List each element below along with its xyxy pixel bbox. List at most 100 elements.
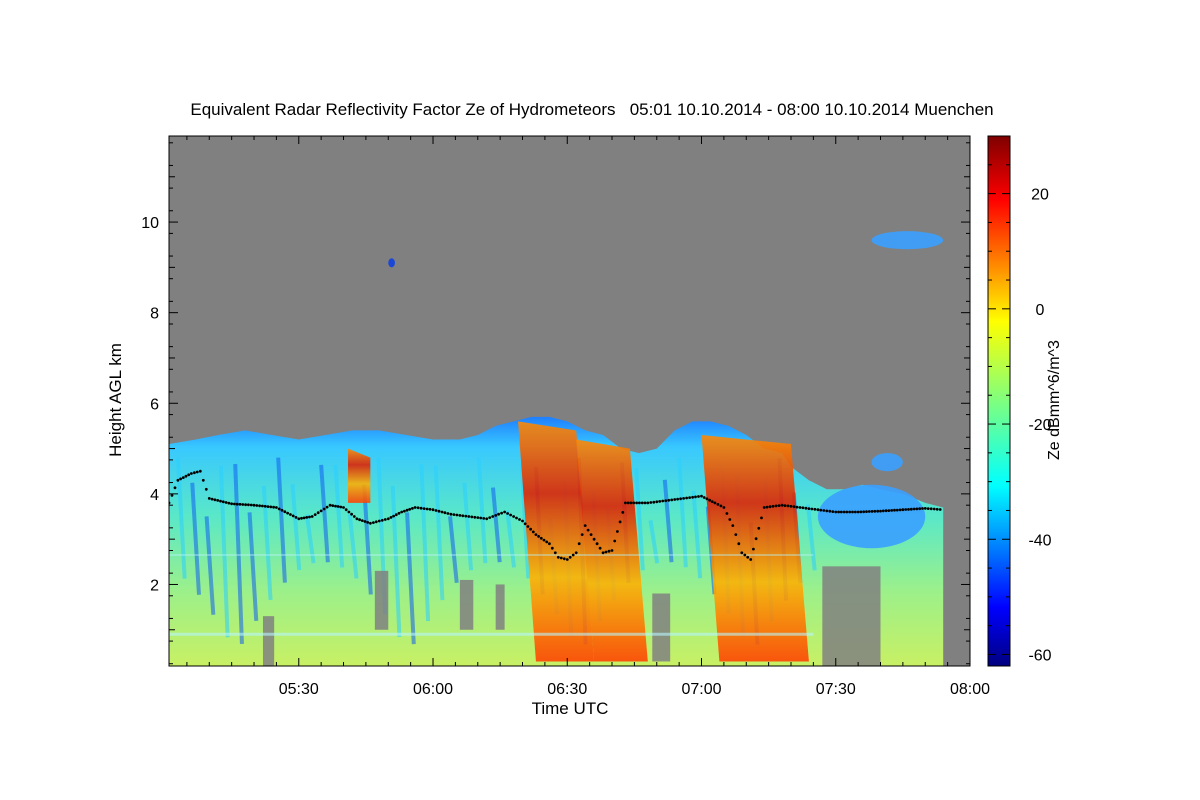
melting-layer-point [867, 510, 871, 513]
melting-layer-point [497, 512, 500, 516]
melting-layer-point [682, 497, 685, 500]
melting-layer-point [839, 510, 843, 514]
melting-layer-point [890, 509, 894, 512]
mid-patch [871, 453, 903, 472]
fall-streak [405, 512, 416, 645]
fall-streak [290, 484, 302, 571]
y-axis: 2 4 6 8 10 [141, 142, 970, 665]
melting-layer-point [261, 504, 264, 508]
melting-layer-point [464, 514, 468, 518]
shaft-2 [518, 421, 595, 662]
melting-layer-point [394, 513, 398, 517]
melting-layer-point [822, 509, 826, 512]
fall-streak [190, 482, 201, 595]
melting-layer-point [258, 504, 261, 508]
melting-layer-point [521, 519, 524, 523]
fall-streak [233, 463, 244, 644]
melting-layer-point [470, 515, 474, 519]
melting-layer-point [865, 510, 868, 513]
echo-gap [262, 616, 275, 666]
melting-layer-point [731, 524, 735, 527]
melting-layer-point [355, 517, 359, 521]
melting-layer-point [244, 503, 248, 507]
melting-layer-point [336, 505, 340, 508]
melting-layer-point [616, 530, 619, 533]
melting-layer-point [589, 533, 593, 536]
melting-layer-point [898, 508, 902, 512]
melting-layer-point [238, 502, 242, 506]
melting-layer-point [649, 501, 653, 504]
melting-layer-point [884, 509, 888, 513]
melting-layer-point [915, 507, 919, 511]
x-tick-label: 06:30 [547, 681, 587, 698]
plot-frame [168, 135, 971, 667]
melting-layer-point [610, 549, 614, 552]
melting-layer-point [316, 511, 320, 515]
melting-layer-point [635, 501, 638, 505]
melting-layer-point [559, 556, 563, 560]
melting-layer-point [935, 507, 939, 511]
fall-streak [276, 457, 287, 583]
melting-layer-point [716, 503, 720, 506]
melting-layer-point [887, 509, 891, 512]
melting-layer-point [413, 506, 417, 509]
melting-layer-point [411, 507, 414, 510]
melting-layer-point [743, 553, 747, 557]
melting-layer-point [708, 498, 711, 502]
melting-layer-point [923, 507, 927, 510]
fall-streak [304, 514, 316, 564]
melting-layer-point [737, 542, 741, 546]
upper-patch-1 [388, 258, 395, 268]
melting-layer-point [509, 513, 512, 517]
melting-layer-point [879, 509, 882, 513]
fall-streak [390, 485, 402, 638]
melting-layer-point [389, 516, 393, 519]
melting-layer-point [283, 510, 287, 514]
melting-layer-point [230, 502, 234, 506]
y-tick-label: 6 [150, 396, 159, 413]
colorbar-gradient [987, 135, 1011, 667]
melting-layer-point [831, 510, 835, 513]
melting-layer-point [482, 517, 486, 520]
upper-patch-2 [871, 231, 944, 250]
fall-streak [333, 464, 345, 568]
echo-gap [495, 584, 505, 630]
y-axis-label: Height AGL km [106, 343, 125, 457]
melting-layer-point [252, 503, 256, 507]
melting-layer-point [921, 507, 924, 510]
melting-layer-point [247, 503, 250, 507]
melting-layer-point [621, 511, 625, 514]
echo-gap [374, 570, 389, 630]
melting-layer-point [786, 504, 790, 508]
melting-layer-point [526, 525, 530, 528]
melting-layer-point [932, 507, 936, 511]
melting-layer-point [673, 498, 677, 501]
melting-layer-point [503, 510, 506, 514]
melting-layer-point [224, 501, 228, 504]
melting-layer-point [434, 509, 438, 512]
chart-title: Equivalent Radar Reflectivity Factor Ze … [190, 100, 993, 119]
melting-layer-point [523, 522, 527, 526]
fall-streak [662, 479, 674, 563]
melting-layer-point [280, 508, 284, 512]
x-tick-label: 07:30 [816, 681, 856, 698]
melting-layer-point [184, 474, 188, 478]
melting-layer-point [795, 505, 799, 509]
melting-layer-point [255, 504, 259, 507]
melting-layer-point [757, 526, 761, 530]
melting-layer-point [363, 520, 367, 523]
melting-layer-point [331, 504, 335, 507]
melting-layer-point [813, 507, 817, 511]
melting-layer-point [491, 515, 495, 518]
melting-layer-point [862, 510, 866, 514]
echo-gap [652, 593, 671, 662]
shaft-1 [347, 448, 371, 503]
melting-layer-point [848, 510, 852, 514]
melting-layer-point [837, 510, 840, 514]
colorbar-tick-label: 20 [1031, 187, 1049, 204]
melting-layer-point [269, 505, 273, 509]
melting-layer-point [428, 507, 432, 511]
melting-layer-point [652, 500, 656, 504]
melting-layer-point [449, 512, 453, 516]
melting-layer-point [688, 496, 691, 499]
